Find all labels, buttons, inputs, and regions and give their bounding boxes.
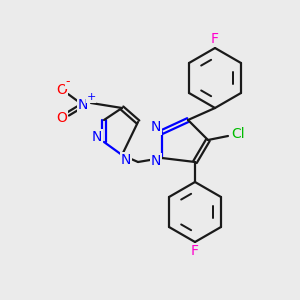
Text: O: O <box>57 111 68 125</box>
Text: N: N <box>151 120 161 134</box>
Text: Cl: Cl <box>231 127 245 141</box>
Text: N: N <box>121 153 131 167</box>
Text: F: F <box>211 32 219 46</box>
Text: -: - <box>66 76 70 88</box>
Text: +: + <box>86 92 96 102</box>
Text: N: N <box>78 98 88 112</box>
Text: N: N <box>151 154 161 168</box>
Text: N: N <box>92 130 102 144</box>
Text: O: O <box>57 83 68 97</box>
Text: F: F <box>191 244 199 258</box>
